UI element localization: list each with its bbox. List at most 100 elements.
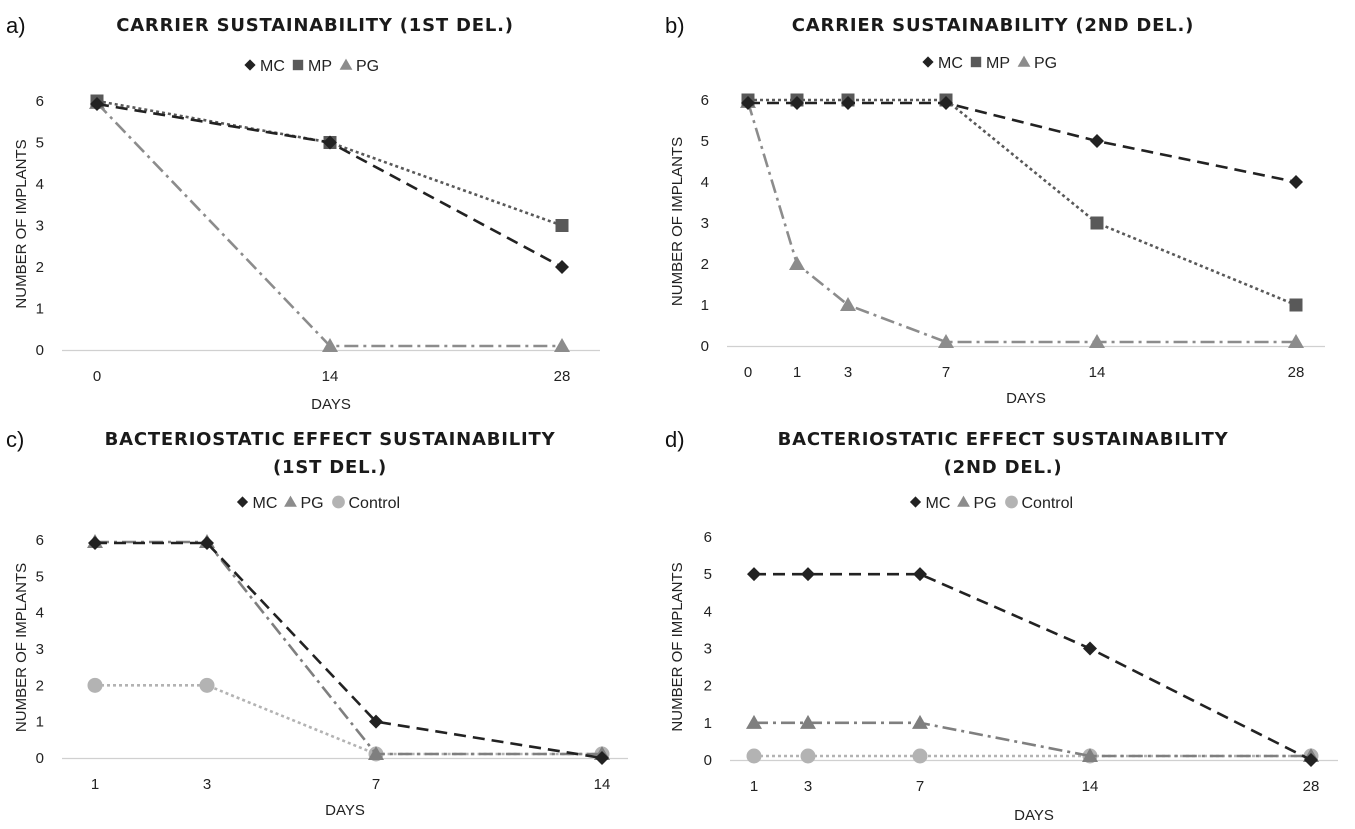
legend-label: MP — [986, 55, 1010, 72]
x-tick-label: 14 — [594, 776, 611, 793]
y-tick-label: 0 — [36, 750, 44, 767]
chart-title: BACTERIOSTATIC EFFECT SUSTAINABILITY — [778, 429, 1229, 450]
legend-label: MP — [308, 58, 332, 75]
data-point-triangle — [840, 297, 856, 311]
data-point-circle — [912, 748, 928, 764]
y-tick-label: 0 — [701, 338, 709, 355]
legend-marker-square-icon — [970, 56, 982, 68]
chart-title: (1ST DEL.) — [273, 457, 387, 478]
y-axis-label: NUMBER OF IMPLANTS — [669, 562, 686, 731]
series-mc — [90, 97, 569, 274]
x-tick-label: 1 — [750, 778, 758, 795]
y-tick-label: 2 — [36, 259, 44, 276]
legend-label: MC — [938, 55, 963, 72]
x-axis-label: DAYS — [1006, 390, 1046, 407]
legend-label: PG — [356, 58, 379, 75]
series-control — [87, 677, 610, 762]
data-point-square — [1090, 216, 1104, 230]
legend: MC MP PG — [244, 58, 379, 75]
x-axis-label: DAYS — [1014, 807, 1054, 824]
data-point-diamond — [1083, 641, 1097, 656]
x-tick-label: 28 — [1288, 364, 1305, 381]
y-tick-label: 0 — [36, 342, 44, 359]
data-point-triangle — [938, 334, 954, 348]
data-point-diamond — [841, 96, 855, 110]
data-point-diamond — [555, 260, 569, 274]
data-point-triangle — [554, 338, 570, 352]
x-tick-label: 1 — [91, 776, 99, 793]
data-point-square — [555, 219, 569, 232]
data-point-diamond — [1090, 134, 1104, 148]
data-point-diamond — [369, 714, 383, 729]
y-axis-label: NUMBER OF IMPLANTS — [13, 139, 30, 308]
y-tick-label: 4 — [36, 605, 44, 622]
x-tick-label: 3 — [804, 778, 812, 795]
series-line — [95, 684, 602, 756]
data-point-triangle — [746, 714, 762, 729]
data-point-triangle — [789, 256, 805, 270]
data-point-diamond — [913, 567, 927, 582]
data-point-triangle — [1288, 334, 1304, 348]
data-point-diamond — [741, 96, 755, 110]
x-tick-label: 28 — [554, 368, 571, 385]
legend: MC PG Control — [909, 495, 1073, 512]
x-axis-label: DAYS — [311, 396, 351, 413]
series-line — [95, 540, 602, 756]
data-point-circle — [746, 748, 762, 764]
series-line — [746, 101, 1296, 344]
series-line — [96, 102, 563, 269]
legend-marker-diamond-icon — [909, 496, 922, 508]
legend-label: Control — [349, 495, 401, 512]
series-line — [754, 721, 1311, 758]
y-tick-label: 6 — [36, 532, 44, 549]
series-control — [746, 748, 1319, 764]
y-tick-label: 3 — [704, 641, 712, 658]
series-line — [754, 572, 1312, 762]
y-tick-label: 5 — [36, 135, 44, 152]
y-tick-label: 6 — [704, 529, 712, 546]
y-tick-label: 6 — [701, 92, 709, 109]
y-tick-label: 4 — [36, 176, 44, 193]
panel-letter: d) — [665, 427, 685, 452]
legend: MC MP PG — [922, 55, 1057, 72]
y-tick-label: 2 — [704, 678, 712, 695]
series-line — [96, 99, 563, 227]
data-point-triangle — [1082, 748, 1098, 762]
data-point-circle — [800, 748, 816, 764]
chart-title: CARRIER SUSTAINABILITY (1ST DEL.) — [116, 15, 514, 36]
series-mc — [741, 96, 1303, 189]
chart-title: BACTERIOSTATIC EFFECT SUSTAINABILITY — [105, 429, 556, 450]
legend: MC PG Control — [236, 495, 401, 512]
legend-label: PG — [1034, 55, 1057, 72]
y-tick-label: 4 — [704, 603, 712, 620]
data-point-diamond — [88, 536, 102, 550]
y-tick-label: 1 — [704, 715, 712, 732]
data-point-diamond — [1304, 753, 1318, 767]
x-tick-label: 3 — [844, 364, 852, 381]
series-mc — [747, 567, 1318, 767]
y-tick-label: 3 — [701, 215, 709, 232]
data-point-diamond — [90, 97, 104, 111]
y-tick-label: 5 — [701, 133, 709, 150]
panel-letter: a) — [6, 13, 26, 38]
legend-label: MC — [926, 495, 951, 512]
x-tick-label: 14 — [322, 368, 339, 385]
series-line — [748, 101, 1297, 184]
y-axis-label: NUMBER OF IMPLANTS — [13, 563, 30, 732]
legend-marker-diamond-icon — [244, 59, 256, 71]
y-tick-label: 5 — [36, 568, 44, 585]
data-point-diamond — [323, 135, 337, 150]
x-tick-label: 28 — [1303, 778, 1320, 795]
legend-marker-triangle-icon — [1017, 55, 1031, 67]
series-mc — [88, 536, 609, 765]
y-tick-label: 4 — [701, 174, 709, 191]
chart-title: (2ND DEL.) — [944, 457, 1063, 478]
y-tick-label: 1 — [701, 297, 709, 314]
legend-marker-diamond-icon — [922, 56, 934, 68]
series-line — [95, 541, 603, 760]
data-point-diamond — [790, 96, 804, 110]
chart-panel: d) BACTERIOSTATIC EFFECT SUSTAINABILITY (2… — [665, 427, 1338, 824]
chart-panel: a) CARRIER SUSTAINABILITY (1ST DEL.) 0 1 2 3 4… — [6, 13, 600, 413]
x-tick-label: 14 — [1089, 364, 1106, 381]
